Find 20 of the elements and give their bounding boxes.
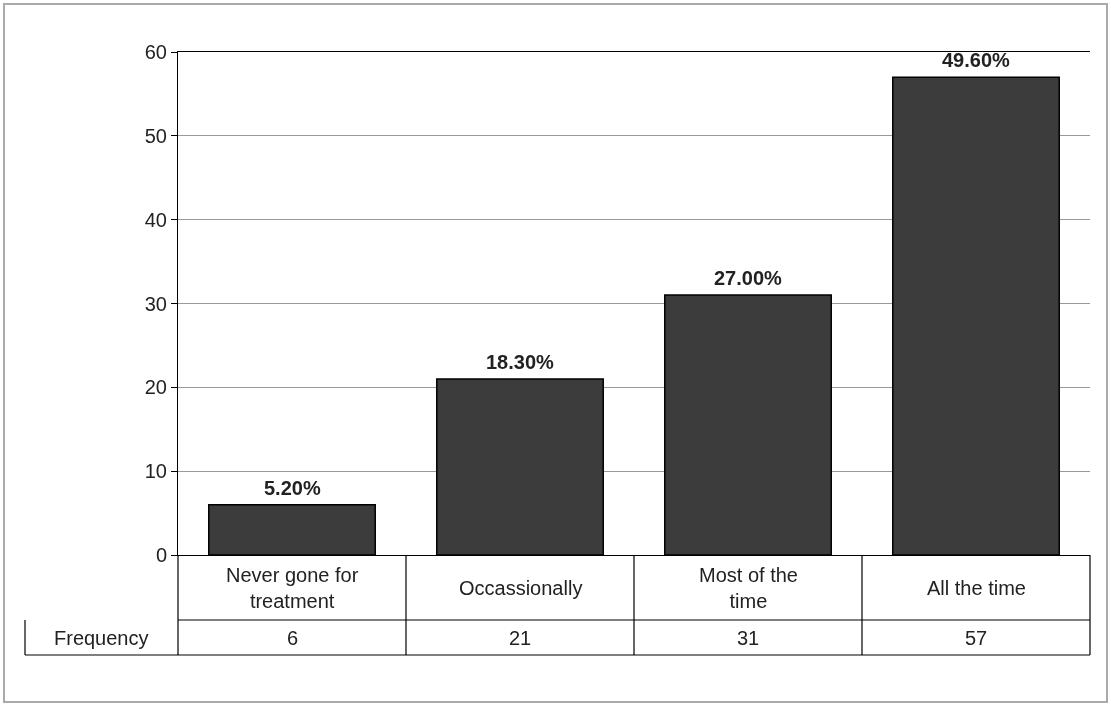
x-tick-label: Occassionally bbox=[459, 577, 583, 599]
annotation: 49.60% bbox=[942, 49, 1011, 71]
y-tick-label: 40 bbox=[144, 208, 167, 231]
data-label: 31 bbox=[737, 627, 760, 649]
annotation: 5.20% bbox=[264, 477, 321, 499]
data-label: 57 bbox=[965, 627, 988, 649]
legend-label: Frequency bbox=[54, 627, 149, 649]
y-tick-label: 50 bbox=[144, 124, 167, 147]
x-tick-label: Most of the time bbox=[699, 564, 798, 612]
y-tick-label: 20 bbox=[144, 376, 167, 399]
annotation: 18.30% bbox=[486, 351, 555, 373]
y-tick-label: 0 bbox=[155, 544, 167, 566]
x-tick-label: All the time bbox=[927, 577, 1026, 599]
y-tick-label: 60 bbox=[144, 41, 167, 63]
y-tick-label: 30 bbox=[144, 292, 167, 315]
annotation: 27.00% bbox=[714, 267, 783, 289]
y-tick-label: 10 bbox=[144, 460, 167, 483]
data-label: 21 bbox=[509, 627, 532, 649]
data-label: 6 bbox=[287, 627, 299, 649]
x-tick-label: Never gone for treatment bbox=[226, 564, 359, 612]
